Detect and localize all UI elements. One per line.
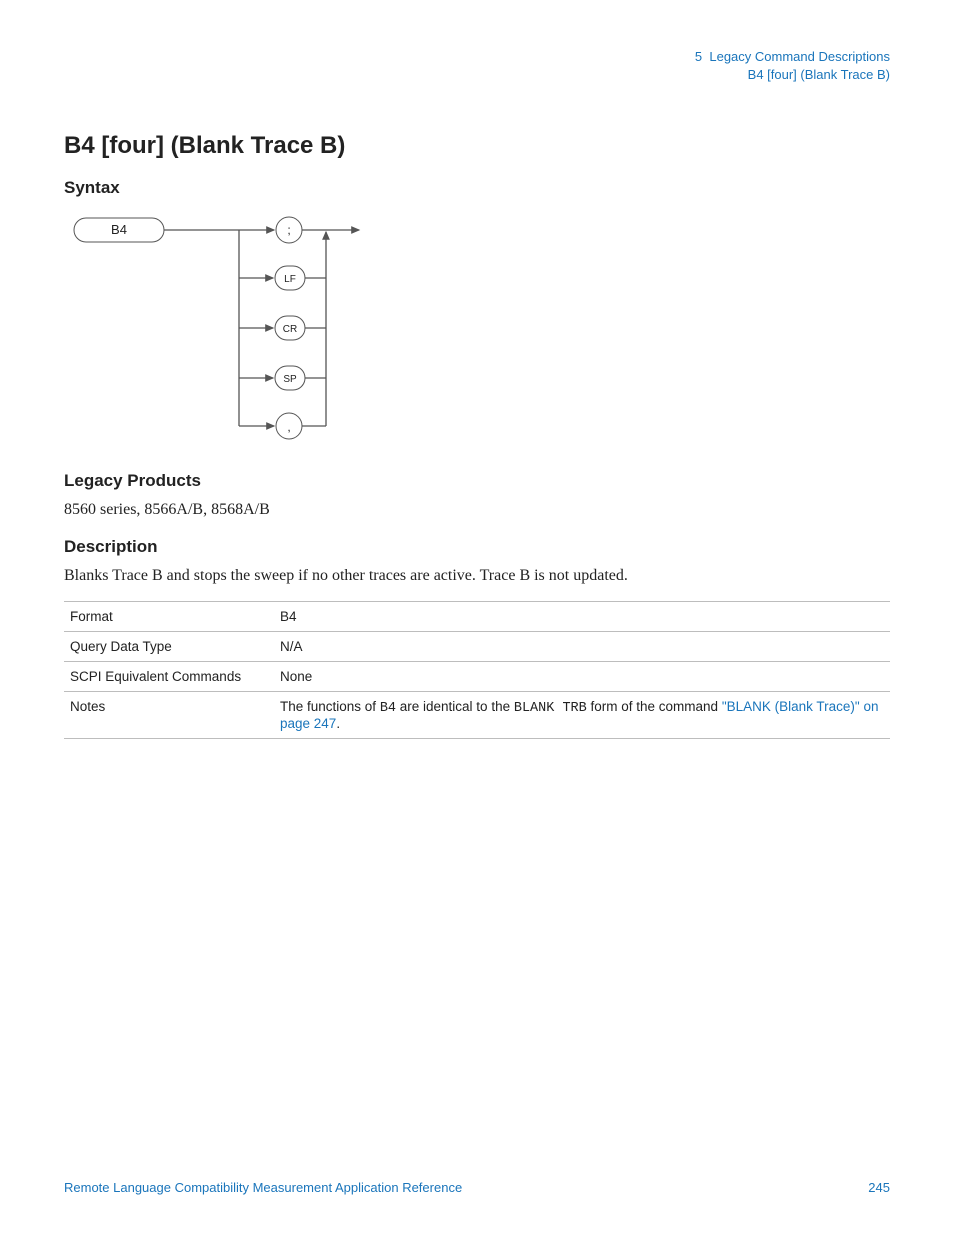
page-footer: Remote Language Compatibility Measuremen… xyxy=(64,1180,890,1195)
svg-text:CR: CR xyxy=(283,324,297,335)
table-value: N/A xyxy=(274,632,890,662)
table-row: Format B4 xyxy=(64,602,890,632)
header-line-2: B4 [four] (Blank Trace B) xyxy=(64,66,890,84)
section-legacy-heading: Legacy Products xyxy=(64,471,890,491)
header-chapter-title: Legacy Command Descriptions xyxy=(709,49,890,64)
footer-page-number: 245 xyxy=(868,1180,890,1195)
notes-mid2: form of the command xyxy=(587,699,722,714)
section-description-heading: Description xyxy=(64,537,890,557)
table-row: Query Data Type N/A xyxy=(64,632,890,662)
diagram-start-label: B4 xyxy=(111,222,127,237)
spec-table: Format B4 Query Data Type N/A SCPI Equiv… xyxy=(64,601,890,739)
header-chapter-num: 5 xyxy=(695,49,702,64)
svg-text:LF: LF xyxy=(284,274,296,285)
section-syntax-heading: Syntax xyxy=(64,178,890,198)
svg-text:,: , xyxy=(287,420,290,434)
page-header: 5 Legacy Command Descriptions B4 [four] … xyxy=(64,48,890,84)
svg-text:;: ; xyxy=(287,223,290,237)
header-line-1: 5 Legacy Command Descriptions xyxy=(64,48,890,66)
table-key: Notes xyxy=(64,692,274,739)
syntax-diagram: B4 ; LF CR SP , xyxy=(64,208,890,453)
table-row: SCPI Equivalent Commands None xyxy=(64,662,890,692)
table-key: Format xyxy=(64,602,274,632)
footer-left: Remote Language Compatibility Measuremen… xyxy=(64,1180,462,1195)
notes-suffix: . xyxy=(336,716,340,731)
notes-mono1: B4 xyxy=(380,701,396,716)
table-row: Notes The functions of B4 are identical … xyxy=(64,692,890,739)
legacy-products-text: 8560 series, 8566A/B, 8568A/B xyxy=(64,501,890,519)
notes-mono2: BLANK TRB xyxy=(514,701,587,716)
table-key: SCPI Equivalent Commands xyxy=(64,662,274,692)
page-title: B4 [four] (Blank Trace B) xyxy=(64,132,890,160)
table-value: None xyxy=(274,662,890,692)
table-value: B4 xyxy=(274,602,890,632)
description-text: Blanks Trace B and stops the sweep if no… xyxy=(64,567,890,585)
table-value-notes: The functions of B4 are identical to the… xyxy=(274,692,890,739)
svg-text:SP: SP xyxy=(283,374,297,385)
table-key: Query Data Type xyxy=(64,632,274,662)
notes-prefix: The functions of xyxy=(280,699,380,714)
notes-mid1: are identical to the xyxy=(396,699,514,714)
